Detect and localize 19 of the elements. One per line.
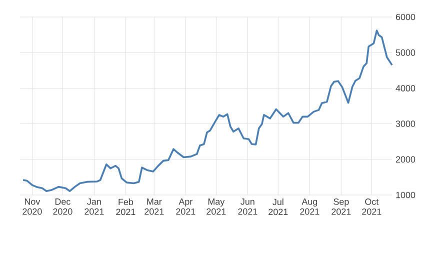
y-tick-label: 5000 [396,49,416,56]
x-tick-label: Jun 2021 [238,198,258,215]
x-tick-label: Jan 2021 [84,198,104,215]
y-tick-label: 6000 [396,14,416,20]
y-tick-label: 4000 [396,85,416,92]
x-tick-label: Sep 2021 [332,198,351,215]
x-tick-label: Jul 2021 [268,198,288,216]
x-tick-label: Mar 2021 [144,198,164,215]
x-tick-label: Dec 2020 [53,198,72,215]
y-tick-label: 1000 [396,192,416,198]
y-tick-label: 3000 [396,120,416,127]
line-series [22,30,393,192]
x-tick-label: Feb 2021 [116,198,136,216]
y-tick-label: 2000 [396,156,416,163]
x-tick-label: Oct 2021 [362,198,382,215]
x-tick-label: Apr 2021 [176,198,196,215]
x-tick-label: Aug 2021 [300,198,320,215]
x-tick-label: May 2021 [206,198,226,215]
x-tick-label: Nov 2020 [22,198,42,215]
